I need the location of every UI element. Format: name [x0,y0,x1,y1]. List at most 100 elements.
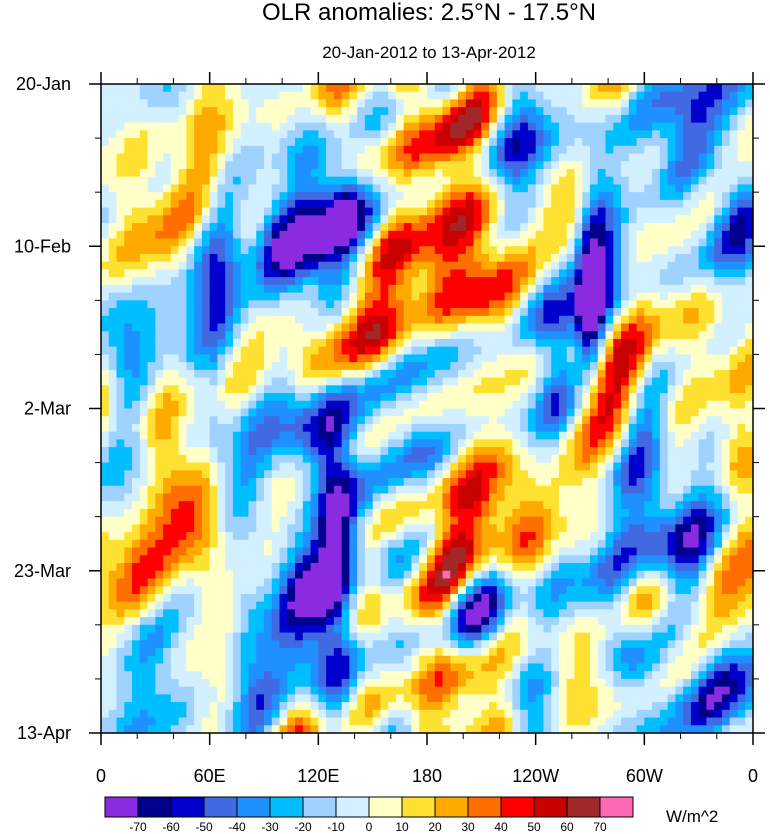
field-cell [264,493,273,502]
field-cell [683,362,692,371]
field-cell [551,91,560,101]
field-cell [232,385,242,394]
field-cell [729,354,739,363]
field-cell [101,408,110,417]
field-cell [178,338,187,348]
field-cell [590,323,599,332]
field-cell [636,516,645,525]
field-cell [574,354,583,363]
field-cell [341,524,350,533]
field-cell [186,184,195,193]
field-cell [605,223,614,232]
field-cell [163,377,172,386]
field-cell [574,246,583,255]
field-cell [520,393,529,402]
field-cell [496,478,506,487]
field-cell [302,308,312,317]
field-cell [357,338,366,348]
field-cell [124,84,133,93]
field-cell [551,269,560,278]
field-cell [380,331,389,340]
field-cell [349,416,358,425]
field-cell [116,161,125,170]
field-cell [256,308,265,317]
field-cell [388,114,397,124]
field-cell [465,385,475,394]
field-cell [248,122,257,131]
field-cell [132,277,141,286]
field-cell [737,369,746,379]
field-cell [458,508,467,518]
field-cell [527,199,537,209]
field-cell [745,246,754,255]
field-cell [271,207,281,216]
field-cell [116,122,125,131]
field-cell [310,215,319,224]
field-cell [116,138,125,147]
field-cell [496,199,506,209]
field-cell [256,493,265,502]
field-cell [295,369,304,379]
field-cell [473,269,482,278]
field-cell [582,199,591,209]
field-cell [380,91,389,101]
field-cell [295,454,304,464]
field-cell [170,99,180,108]
field-cell [481,377,490,386]
field-cell [721,493,731,502]
field-cell [170,493,180,502]
field-cell [659,354,669,363]
field-cell [698,153,708,162]
field-cell [372,99,382,108]
field-cell [357,91,366,101]
field-cell [101,230,110,240]
field-cell [326,516,335,525]
field-cell [310,369,319,379]
field-cell [636,168,645,178]
field-cell [636,501,645,510]
field-cell [566,99,576,108]
field-cell [465,277,475,286]
field-cell [349,354,358,363]
field-cell [318,84,327,93]
field-cell [737,485,746,495]
field-cell [551,253,560,263]
field-cell [442,184,451,193]
field-cell [139,246,149,255]
field-cell [217,176,226,186]
field-cell [256,269,265,278]
field-cell [403,408,413,417]
field-cell [295,323,304,332]
field-cell [465,261,475,271]
field-cell [326,369,335,379]
field-cell [489,423,498,433]
field-cell [683,238,692,247]
field-cell [551,431,560,441]
field-cell [364,470,374,479]
field-cell [465,524,475,533]
field-cell [395,501,405,510]
field-cell [271,338,281,348]
field-cell [170,524,180,533]
field-cell [458,439,467,448]
field-cell [473,338,482,348]
field-cell [566,153,576,162]
field-cell [706,508,715,518]
field-cell [520,199,529,209]
field-cell [395,447,405,456]
field-cell [636,253,645,263]
field-cell [566,261,576,271]
field-cell [139,439,149,448]
field-cell [380,230,389,240]
field-cell [147,161,156,170]
field-cell [714,269,723,278]
field-cell [597,207,607,216]
field-cell [178,508,187,518]
field-cell [558,192,568,201]
field-cell [318,315,327,325]
field-cell [481,168,490,178]
field-cell [636,199,645,209]
field-cell [295,478,304,487]
field-cell [520,315,529,325]
field-cell [667,362,676,371]
